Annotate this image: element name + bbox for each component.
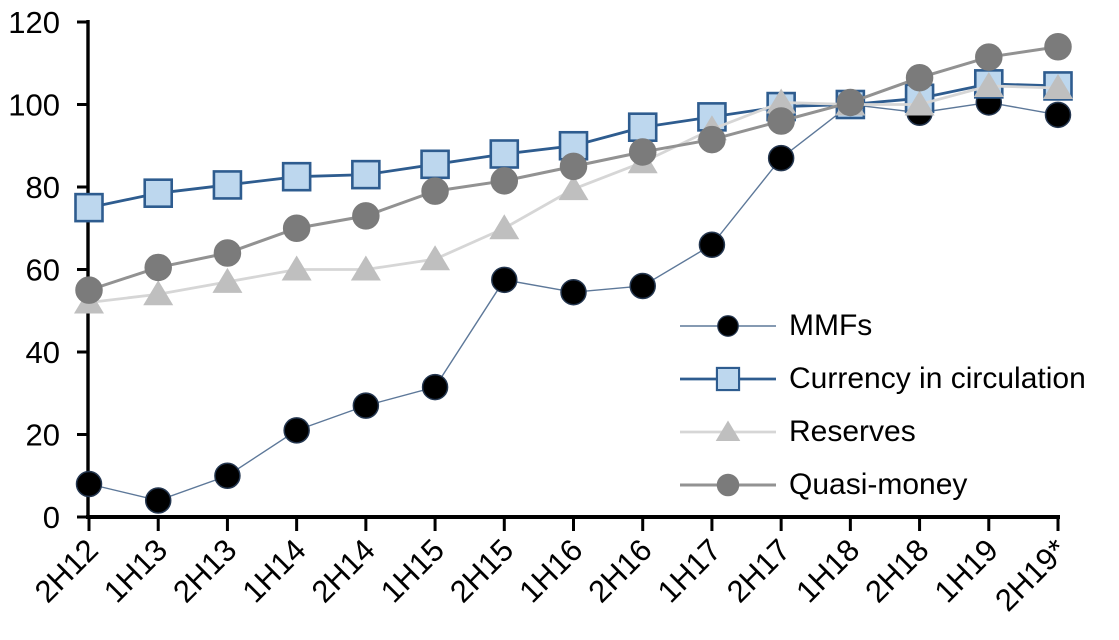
data-point bbox=[904, 90, 935, 116]
data-point bbox=[767, 107, 795, 135]
data-point bbox=[212, 170, 243, 200]
legend-label-quasi-money: Quasi-money bbox=[789, 467, 968, 501]
x-axis-tick-label: 1H14 bbox=[235, 532, 312, 609]
x-axis-tick-label: 2H16 bbox=[582, 532, 659, 609]
x-axis-tick-label: 2H19* bbox=[988, 532, 1074, 618]
data-point bbox=[282, 214, 311, 242]
data-point bbox=[1044, 101, 1072, 129]
x-axis-tick-label: 2H18 bbox=[858, 532, 935, 609]
currency-marker-icon bbox=[680, 366, 776, 391]
x-axis-tick-label: 1H15 bbox=[374, 532, 451, 609]
y-axis-tick-label: 20 bbox=[26, 418, 60, 453]
quasi-money-marker-icon bbox=[680, 473, 776, 496]
data-point bbox=[767, 144, 795, 172]
y-axis-tick-label: 100 bbox=[8, 88, 60, 123]
data-point bbox=[489, 214, 520, 240]
data-point bbox=[973, 71, 1004, 97]
data-point bbox=[491, 266, 518, 294]
data-point bbox=[283, 417, 310, 444]
data-point bbox=[975, 43, 1003, 71]
data-point bbox=[766, 88, 797, 114]
series-quasi-money bbox=[75, 33, 1072, 304]
data-point bbox=[350, 255, 381, 281]
data-point bbox=[144, 253, 172, 282]
x-axis-tick-label: 2H15 bbox=[443, 532, 520, 609]
x-axis-tick-label: 2H14 bbox=[305, 532, 382, 609]
data-point bbox=[560, 278, 587, 306]
x-axis-tick-label: 1H18 bbox=[789, 532, 866, 609]
legend-label-currency-in-circulation: Currency in circulation bbox=[789, 361, 1086, 395]
data-point bbox=[629, 272, 656, 300]
data-point bbox=[490, 167, 519, 195]
data-point bbox=[352, 392, 380, 419]
data-point bbox=[144, 487, 172, 514]
x-axis-tick-label: 2H13 bbox=[166, 532, 243, 609]
x-axis-tick-label: 2H17 bbox=[720, 532, 797, 609]
data-point bbox=[1044, 33, 1072, 61]
data-point bbox=[905, 63, 934, 92]
legend-item-currency-in-circulation: Currency in circulation bbox=[680, 352, 1086, 405]
mmfs-marker-icon bbox=[680, 314, 776, 337]
data-point bbox=[420, 245, 451, 271]
data-point bbox=[281, 255, 312, 281]
data-point bbox=[698, 231, 726, 258]
data-point bbox=[559, 152, 588, 181]
data-point bbox=[213, 239, 242, 267]
data-point bbox=[698, 125, 726, 154]
data-point bbox=[489, 139, 520, 169]
legend-item-quasi-money: Quasi-money bbox=[680, 458, 1086, 511]
legend-item-reserves: Reserves bbox=[680, 405, 1086, 458]
data-point bbox=[1043, 74, 1073, 99]
legend-label-mmfs: MMFs bbox=[789, 308, 873, 342]
x-axis-tick-label: 1H17 bbox=[651, 532, 728, 609]
data-point bbox=[352, 202, 380, 230]
data-point bbox=[716, 473, 740, 496]
data-point bbox=[420, 149, 450, 180]
y-axis: 0 20 40 60 80 100 120 bbox=[8, 5, 90, 535]
y-axis-tick-label: 40 bbox=[26, 335, 60, 370]
data-point bbox=[75, 276, 103, 304]
data-point bbox=[836, 88, 865, 117]
x-axis-tick-label: 2H12 bbox=[28, 532, 105, 609]
reserves-marker-icon bbox=[680, 420, 776, 441]
legend: MMFs Currency in circulation Reserves Qu… bbox=[680, 299, 1086, 511]
data-point bbox=[715, 366, 741, 391]
y-axis-tick-label: 0 bbox=[43, 500, 60, 535]
data-point bbox=[421, 177, 449, 205]
data-point bbox=[212, 267, 243, 293]
data-point bbox=[143, 178, 174, 208]
data-point bbox=[74, 192, 104, 223]
y-axis-tick-label: 80 bbox=[26, 170, 60, 205]
data-point bbox=[627, 112, 658, 142]
data-point bbox=[717, 314, 739, 337]
data-point bbox=[421, 373, 449, 401]
data-point bbox=[628, 138, 657, 166]
data-point bbox=[351, 159, 381, 190]
data-point bbox=[281, 161, 312, 192]
x-axis: 2H121H132H131H142H141H152H151H162H161H17… bbox=[28, 515, 1074, 618]
legend-label-reserves: Reserves bbox=[789, 414, 916, 448]
data-point bbox=[143, 280, 174, 306]
data-point bbox=[558, 175, 589, 201]
y-axis-tick-label: 120 bbox=[8, 5, 60, 40]
legend-item-mmfs: MMFs bbox=[680, 299, 1086, 352]
x-axis-tick-label: 1H16 bbox=[512, 532, 589, 609]
x-axis-tick-label: 1H13 bbox=[97, 532, 174, 609]
data-point bbox=[715, 420, 741, 441]
y-axis-tick-label: 60 bbox=[26, 253, 60, 288]
data-point bbox=[75, 470, 103, 498]
data-point bbox=[214, 462, 241, 489]
